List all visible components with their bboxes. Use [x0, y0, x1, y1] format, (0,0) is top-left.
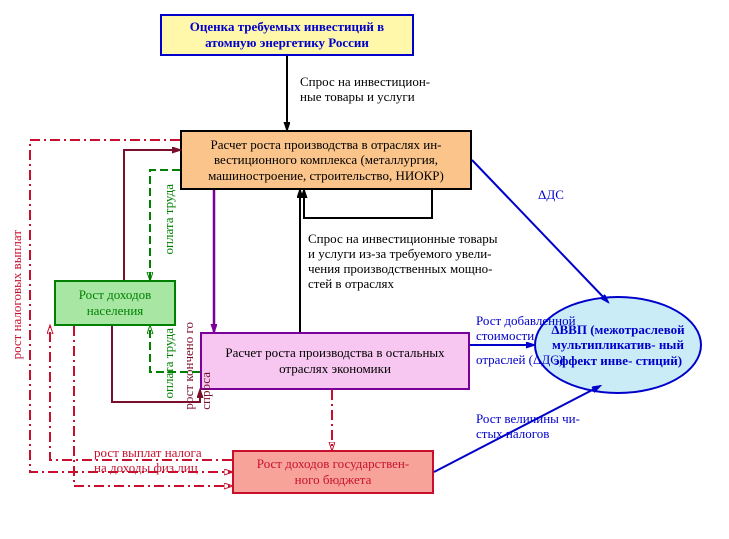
- label-e2: Спрос на инвестиционные товарыи услуги и…: [308, 232, 498, 292]
- label-e4: Рост добавленнойстоимости: [476, 314, 576, 344]
- node-n3: Рост доходов населения: [54, 280, 176, 326]
- node-n4: Расчет роста производства в остальных от…: [200, 332, 470, 390]
- label-e5: отраслей (ΔДС): [476, 353, 563, 368]
- node-n1: Оценка требуемых инвестиций в атомную эн…: [160, 14, 414, 56]
- label-e3: ΔДС: [538, 188, 564, 203]
- node-n6: ΔВВП (межотраслевой мультипликатив- ный …: [534, 296, 702, 394]
- label-e10: рост выплат налогана доходы физ.лиц: [94, 446, 202, 476]
- label-e8: оплата труда: [162, 328, 177, 402]
- node-n5: Рост доходов государствен- ного бюджета: [232, 450, 434, 494]
- label-e6: Рост величины чи-стых налогов: [476, 412, 580, 442]
- label-e11: рост налоговых выплат: [10, 230, 25, 363]
- label-e9: рост кончено госпроса: [182, 322, 214, 414]
- node-n2: Расчет роста производства в отраслях ин-…: [180, 130, 472, 190]
- label-e1: Спрос на инвестицион-ные товары и услуги: [300, 75, 430, 105]
- label-e7: оплата труда: [162, 184, 177, 258]
